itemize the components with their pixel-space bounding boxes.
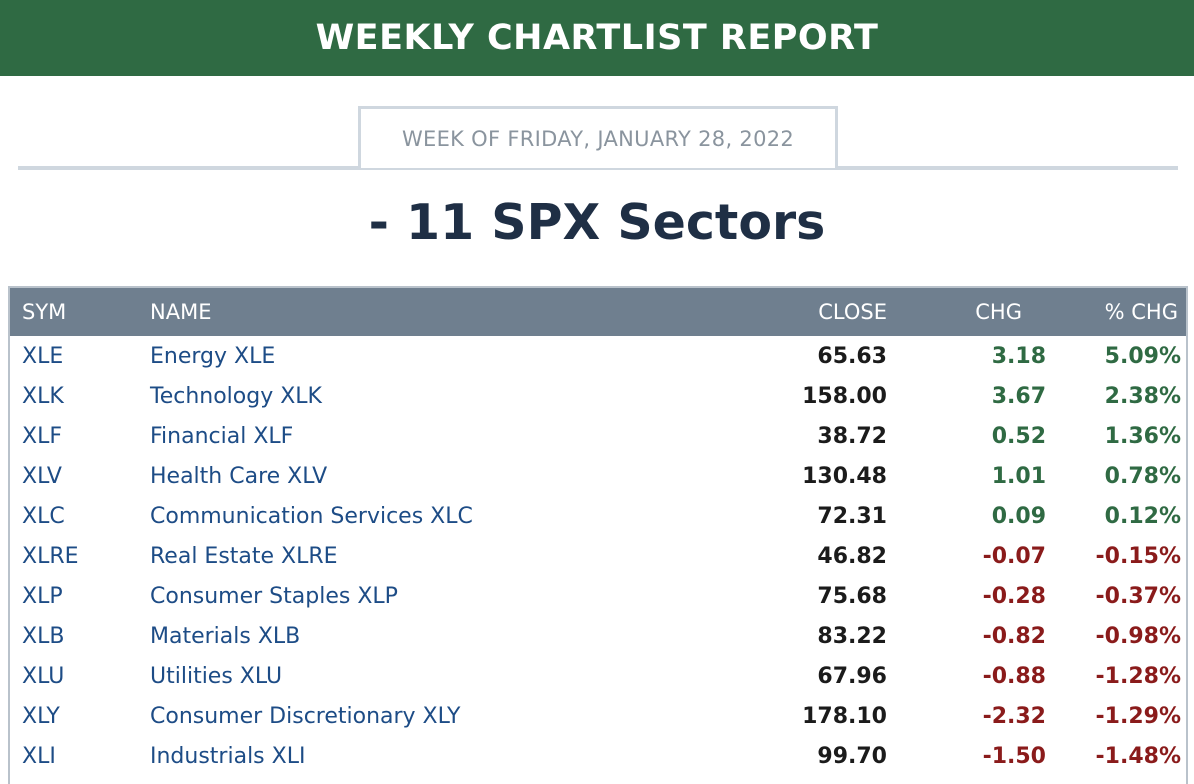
header-chg[interactable]: CHG bbox=[897, 288, 1053, 336]
name-link[interactable]: Financial XLF bbox=[150, 423, 294, 449]
pct-chg-value: -1.28% bbox=[1095, 663, 1181, 689]
chg-value: -0.82 bbox=[982, 623, 1046, 649]
table-row: XLC Communication Services XLC 72.31 0.0… bbox=[10, 496, 1186, 536]
pct-chg-value: -0.37% bbox=[1095, 583, 1181, 609]
table-row: XLU Utilities XLU 67.96 -0.88 -1.28% bbox=[10, 656, 1186, 696]
table-row: XLV Health Care XLV 130.48 1.01 0.78% bbox=[10, 456, 1186, 496]
name-link[interactable]: Technology XLK bbox=[150, 383, 322, 409]
chg-value: 1.01 bbox=[991, 463, 1046, 489]
pct-chg-value: 1.36% bbox=[1104, 423, 1181, 449]
symbol-link[interactable]: XLC bbox=[22, 503, 65, 529]
pct-chg-value: -1.48% bbox=[1095, 743, 1181, 769]
pct-chg-value: -0.15% bbox=[1095, 543, 1181, 569]
section-title: - 11 SPX Sectors bbox=[368, 194, 826, 251]
symbol-link[interactable]: XLP bbox=[22, 583, 63, 609]
chg-value: -0.88 bbox=[982, 663, 1046, 689]
week-divider bbox=[18, 166, 1178, 170]
close-value: 99.70 bbox=[817, 743, 887, 769]
table-row: XLRE Real Estate XLRE 46.82 -0.07 -0.15% bbox=[10, 536, 1186, 576]
symbol-link[interactable]: XLU bbox=[22, 663, 65, 689]
report-banner: WEEKLY CHARTLIST REPORT bbox=[0, 0, 1194, 76]
name-link[interactable]: Industrials XLI bbox=[150, 743, 306, 769]
pct-chg-value: 0.12% bbox=[1104, 503, 1181, 529]
name-link[interactable]: Consumer Discretionary XLY bbox=[150, 703, 461, 729]
week-label: WEEK OF FRIDAY, JANUARY 28, 2022 bbox=[401, 126, 795, 151]
chg-value: 0.09 bbox=[991, 503, 1046, 529]
symbol-link[interactable]: XLE bbox=[22, 343, 64, 369]
name-link[interactable]: Health Care XLV bbox=[150, 463, 328, 489]
chg-value: 3.67 bbox=[991, 383, 1046, 409]
week-label-box: WEEK OF FRIDAY, JANUARY 28, 2022 bbox=[358, 106, 838, 168]
report-title: WEEKLY CHARTLIST REPORT bbox=[315, 18, 879, 58]
table-row: XLY Consumer Discretionary XLY 178.10 -2… bbox=[10, 696, 1186, 736]
name-link[interactable]: Real Estate XLRE bbox=[150, 543, 338, 569]
close-value: 158.00 bbox=[802, 383, 887, 409]
symbol-link[interactable]: XLI bbox=[22, 743, 56, 769]
table-row: XLI Industrials XLI 99.70 -1.50 -1.48% bbox=[10, 736, 1186, 776]
pct-chg-value: -1.29% bbox=[1095, 703, 1181, 729]
chg-value: 3.18 bbox=[991, 343, 1046, 369]
header-close[interactable]: CLOSE bbox=[690, 288, 897, 336]
name-link[interactable]: Materials XLB bbox=[150, 623, 301, 649]
header-pct-chg[interactable]: % CHG bbox=[1053, 288, 1186, 336]
close-value: 46.82 bbox=[817, 543, 887, 569]
close-value: 75.68 bbox=[817, 583, 887, 609]
symbol-link[interactable]: XLB bbox=[22, 623, 65, 649]
close-value: 65.63 bbox=[817, 343, 887, 369]
symbol-link[interactable]: XLY bbox=[22, 703, 60, 729]
close-value: 178.10 bbox=[802, 703, 887, 729]
table-row: XLB Materials XLB 83.22 -0.82 -0.98% bbox=[10, 616, 1186, 656]
table-row: XLE Energy XLE 65.63 3.18 5.09% bbox=[10, 336, 1186, 376]
symbol-link[interactable]: XLF bbox=[22, 423, 62, 449]
name-link[interactable]: Energy XLE bbox=[150, 343, 276, 369]
table-row: XLK Technology XLK 158.00 3.67 2.38% bbox=[10, 376, 1186, 416]
chg-value: -0.07 bbox=[982, 543, 1046, 569]
sector-table-container: SYM NAME CLOSE CHG % CHG XLE Energy XLE … bbox=[8, 286, 1188, 784]
pct-chg-value: 5.09% bbox=[1104, 343, 1181, 369]
symbol-link[interactable]: XLV bbox=[22, 463, 62, 489]
close-value: 38.72 bbox=[817, 423, 887, 449]
pct-chg-value: 0.78% bbox=[1104, 463, 1181, 489]
pct-chg-value: 2.38% bbox=[1104, 383, 1181, 409]
header-sym[interactable]: SYM bbox=[10, 288, 150, 336]
chg-value: 0.52 bbox=[991, 423, 1046, 449]
name-link[interactable]: Consumer Staples XLP bbox=[150, 583, 398, 609]
header-name[interactable]: NAME bbox=[150, 288, 690, 336]
chg-value: -2.32 bbox=[982, 703, 1046, 729]
pct-chg-value: -0.98% bbox=[1095, 623, 1181, 649]
table-row: XLF Financial XLF 38.72 0.52 1.36% bbox=[10, 416, 1186, 456]
table-row: XLP Consumer Staples XLP 75.68 -0.28 -0.… bbox=[10, 576, 1186, 616]
table-body: XLE Energy XLE 65.63 3.18 5.09% XLK Tech… bbox=[10, 336, 1186, 776]
close-value: 67.96 bbox=[817, 663, 887, 689]
table-header-row: SYM NAME CLOSE CHG % CHG bbox=[10, 288, 1186, 336]
symbol-link[interactable]: XLRE bbox=[22, 543, 79, 569]
sector-table: SYM NAME CLOSE CHG % CHG XLE Energy XLE … bbox=[10, 288, 1186, 776]
name-link[interactable]: Communication Services XLC bbox=[150, 503, 473, 529]
chg-value: -0.28 bbox=[982, 583, 1046, 609]
close-value: 72.31 bbox=[817, 503, 887, 529]
symbol-link[interactable]: XLK bbox=[22, 383, 64, 409]
close-value: 83.22 bbox=[817, 623, 887, 649]
name-link[interactable]: Utilities XLU bbox=[150, 663, 283, 689]
chg-value: -1.50 bbox=[982, 743, 1046, 769]
close-value: 130.48 bbox=[802, 463, 887, 489]
